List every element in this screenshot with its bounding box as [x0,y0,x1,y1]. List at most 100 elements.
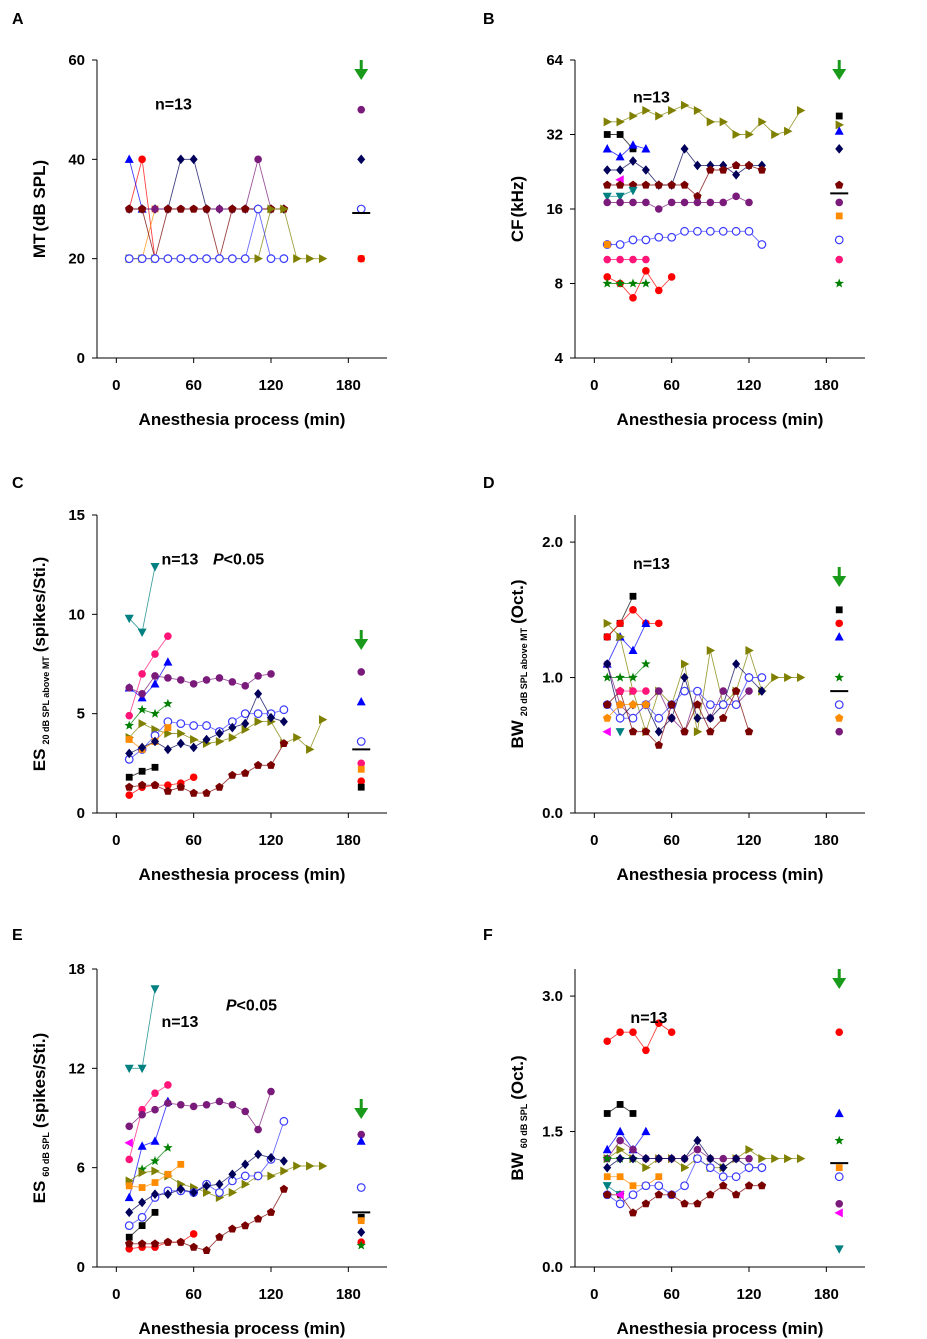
post-point [834,1135,844,1145]
post-point [835,198,844,207]
series-green [124,698,173,730]
post-point [834,700,844,710]
data-point [615,672,625,682]
data-point [731,161,741,169]
post-point [834,1172,844,1182]
n-annotation: n=13 [155,97,192,114]
data-point [732,130,741,139]
data-point [706,645,716,655]
series-maroon [603,161,767,200]
y-label-subscript: 60 dB SPL [519,1103,529,1148]
data-point [176,738,185,749]
data-point [227,254,237,264]
data-point [215,728,224,739]
data-point [615,152,625,161]
series-lightblue [124,705,289,764]
post-point [834,278,844,288]
y-label-main: ES [30,749,49,772]
data-point [629,1110,637,1117]
series-blue [124,154,147,213]
data-point [163,698,173,708]
series-line [128,703,169,726]
data-point [151,736,159,747]
data-point [629,1145,637,1154]
series-maroon [603,1181,767,1217]
data-point [138,1197,147,1208]
data-point [163,657,173,666]
series-lightblue [602,673,767,723]
post-anesthesia-points [356,1130,366,1250]
data-point [189,773,198,782]
data-point [744,161,754,169]
down-arrow-icon [354,630,369,650]
data-point [654,232,664,242]
data-point [602,1144,612,1154]
data-point [680,727,689,736]
x-tick-label: 180 [336,377,361,394]
data-point [616,117,625,127]
y-tick-label: 5 [77,706,85,723]
data-point [164,1081,172,1089]
data-point [757,686,766,696]
data-point [680,100,690,110]
data-point [241,204,250,213]
panel-d: D 0.0 1.0 2.0 0 60 120 180 Anesthesia process (m… [483,475,865,884]
y-tick-label: 0.0 [542,1259,563,1276]
series-teal [124,985,160,1074]
x-tick-label: 60 [663,377,680,394]
data-point [654,1153,663,1164]
x-tick-label: 120 [736,1286,761,1303]
data-point [642,687,650,695]
data-point [668,106,677,116]
n-annotation: n=13 [633,90,670,107]
data-point [602,144,612,153]
data-point [125,1155,134,1164]
data-point [241,768,250,777]
data-point [641,278,651,288]
y-tick-label: 4 [555,350,564,367]
data-point [306,1161,315,1171]
data-point [138,767,146,775]
data-point [693,198,702,207]
y-label-main: BW [508,1151,527,1180]
data-point [177,1160,185,1168]
series-line [606,609,659,638]
data-point [744,226,754,236]
x-tick-label: 0 [112,377,120,394]
data-point [705,226,715,236]
data-point [603,713,612,722]
data-point [124,614,134,624]
data-point [771,673,780,683]
data-point [757,1163,767,1173]
down-arrow-icon [832,567,847,587]
data-point [718,226,728,236]
post-point [356,204,366,214]
data-point [758,1154,767,1164]
series-line [606,144,647,158]
data-point [693,686,702,696]
data-point [628,727,638,736]
data-point [641,235,651,245]
data-point [124,154,134,163]
data-point [125,684,134,692]
series-orange [603,1173,663,1190]
data-point [190,734,199,744]
x-axis-label: Anesthesia process (min) [617,1319,824,1338]
data-point [693,1199,702,1208]
y-tick-label: 12 [68,1060,85,1077]
data-point [253,204,263,214]
data-point [655,111,664,121]
data-point [215,782,224,791]
post-point [835,212,843,220]
post-point [834,1245,844,1254]
data-point [602,192,612,202]
series-line [128,1091,272,1131]
data-point [266,254,276,264]
data-point [202,1188,212,1197]
post-anesthesia-points [356,105,366,263]
series-pink [603,255,650,264]
data-point [151,1208,159,1216]
y-axis-label: MT(dB SPL) [30,160,49,258]
series-lightblue [124,1116,289,1231]
data-point [641,659,651,668]
